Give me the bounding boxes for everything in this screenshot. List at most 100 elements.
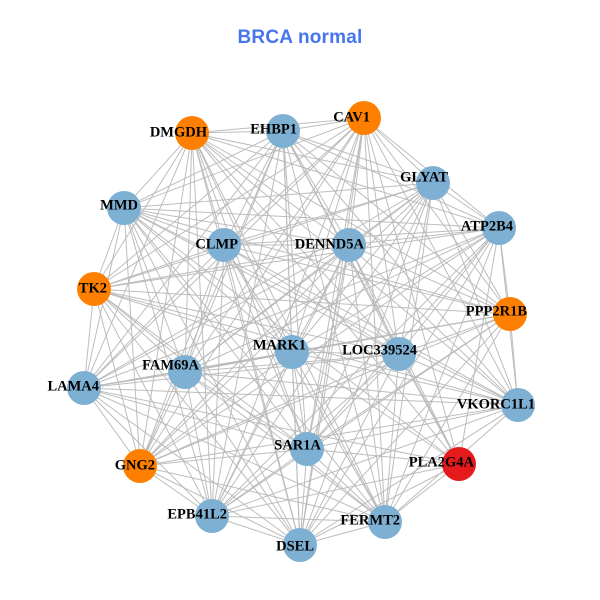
node-label: DMGDH xyxy=(150,124,208,140)
graph-node-sar1a[interactable]: SAR1A xyxy=(274,432,324,466)
graph-edge xyxy=(93,288,186,373)
graph-edge xyxy=(291,117,365,353)
graph-node-fermt2[interactable]: FERMT2 xyxy=(340,505,402,539)
graph-edge xyxy=(291,351,519,406)
graph-edge xyxy=(123,207,186,373)
node-circle[interactable] xyxy=(77,272,111,306)
graph-node-glyat[interactable]: GLYAT xyxy=(400,166,450,200)
graph-edge xyxy=(139,371,186,467)
node-label: EPB41L2 xyxy=(167,506,227,522)
node-label: CLMP xyxy=(195,236,238,252)
graph-node-epb41l2[interactable]: EPB41L2 xyxy=(167,499,229,533)
graph-edge xyxy=(83,244,225,389)
graph-edge xyxy=(306,448,460,465)
node-circle[interactable] xyxy=(283,528,317,562)
node-circle[interactable] xyxy=(493,297,527,331)
graph-edge xyxy=(384,227,500,523)
node-label: DSEL xyxy=(276,538,314,554)
graph-node-pla2g4a[interactable]: PLA2G4A xyxy=(409,447,476,481)
graph-edge xyxy=(398,227,500,355)
node-label: EHBP1 xyxy=(250,121,297,137)
graph-edge xyxy=(211,182,434,517)
graph-node-dsel[interactable]: DSEL xyxy=(276,528,317,562)
graph-node-clmp[interactable]: CLMP xyxy=(195,228,241,262)
graph-edge xyxy=(123,207,301,546)
graph-node-gng2[interactable]: GNG2 xyxy=(115,449,157,483)
graph-edge xyxy=(223,130,284,246)
graph-node-ehbp1[interactable]: EHBP1 xyxy=(250,114,300,148)
graph-edge xyxy=(191,132,350,246)
node-circle[interactable] xyxy=(501,388,535,422)
graph-node-dmgdh[interactable]: DMGDH xyxy=(150,116,209,150)
node-circle[interactable] xyxy=(482,211,516,245)
node-circle[interactable] xyxy=(275,335,309,369)
graph-edge xyxy=(93,244,350,290)
graph-edge xyxy=(363,117,400,355)
graph-edge xyxy=(223,244,308,450)
graph-edge xyxy=(139,132,193,467)
graph-edge xyxy=(123,182,434,209)
graph-node-mark1[interactable]: MARK1 xyxy=(253,335,309,369)
graph-edge xyxy=(306,182,434,450)
graph-node-lama4[interactable]: LAMA4 xyxy=(47,371,101,405)
node-circle[interactable] xyxy=(347,101,381,135)
graph-edge xyxy=(184,244,350,373)
graph-edge xyxy=(348,244,511,315)
node-circle[interactable] xyxy=(123,449,157,483)
node-circle[interactable] xyxy=(416,166,450,200)
graph-edge xyxy=(93,288,386,523)
graph-edge xyxy=(83,182,434,389)
node-circle[interactable] xyxy=(290,432,324,466)
graph-node-fam69a[interactable]: FAM69A xyxy=(142,355,202,389)
graph-edge xyxy=(348,244,400,355)
graph-edge xyxy=(123,207,308,450)
graph-edge xyxy=(398,353,519,406)
node-layer: CAV1 DMGDH EHBP1 GLYAT MMD ATP2B4 CLMP DENND5A T… xyxy=(47,101,535,562)
graph-edge xyxy=(223,244,400,355)
node-circle[interactable] xyxy=(67,371,101,405)
node-circle[interactable] xyxy=(332,228,366,262)
graph-edge xyxy=(184,227,500,373)
graph-edge xyxy=(282,130,519,406)
graph-edge xyxy=(299,463,460,546)
graph-node-vkorc1l1[interactable]: VKORC1L1 xyxy=(457,388,535,422)
graph-node-loc339524[interactable]: LOC339524 xyxy=(342,337,417,371)
edge-layer xyxy=(83,117,519,546)
graph-edge xyxy=(184,371,213,517)
node-circle[interactable] xyxy=(368,505,402,539)
graph-edge xyxy=(139,448,308,467)
node-label: MARK1 xyxy=(253,337,306,353)
node-circle[interactable] xyxy=(168,355,202,389)
graph-node-tk2[interactable]: TK2 xyxy=(77,272,111,306)
graph-edge xyxy=(83,387,460,465)
node-circle[interactable] xyxy=(195,499,229,533)
graph-node-atp2b4[interactable]: ATP2B4 xyxy=(461,211,516,245)
node-circle[interactable] xyxy=(382,337,416,371)
node-circle[interactable] xyxy=(442,447,476,481)
graph-edge xyxy=(139,182,434,467)
graph-edge xyxy=(223,117,365,246)
graph-node-mmd[interactable]: MMD xyxy=(100,191,141,225)
graph-edge xyxy=(398,353,460,465)
graph-edge xyxy=(306,353,400,450)
graph-node-cav1[interactable]: CAV1 xyxy=(333,101,381,135)
graph-edge xyxy=(83,387,301,546)
graph-edge xyxy=(139,244,350,467)
node-circle[interactable] xyxy=(266,114,300,148)
graph-node-ppp2r1b[interactable]: PPP2R1B xyxy=(466,297,528,331)
node-label: TK2 xyxy=(79,280,107,296)
graph-edge xyxy=(291,182,434,353)
graph-edge xyxy=(211,227,500,517)
graph-edge xyxy=(282,130,434,184)
node-circle[interactable] xyxy=(107,191,141,225)
node-circle[interactable] xyxy=(175,116,209,150)
graph-edge xyxy=(299,313,511,546)
graph-edge xyxy=(139,353,400,467)
graph-edge xyxy=(211,463,460,517)
graph-edge xyxy=(384,313,511,523)
node-circle[interactable] xyxy=(207,228,241,262)
graph-edge xyxy=(93,288,511,315)
graph-node-dennd5a[interactable]: DENND5A xyxy=(295,228,366,262)
graph-edge xyxy=(83,371,186,389)
graph-edge xyxy=(123,207,400,355)
